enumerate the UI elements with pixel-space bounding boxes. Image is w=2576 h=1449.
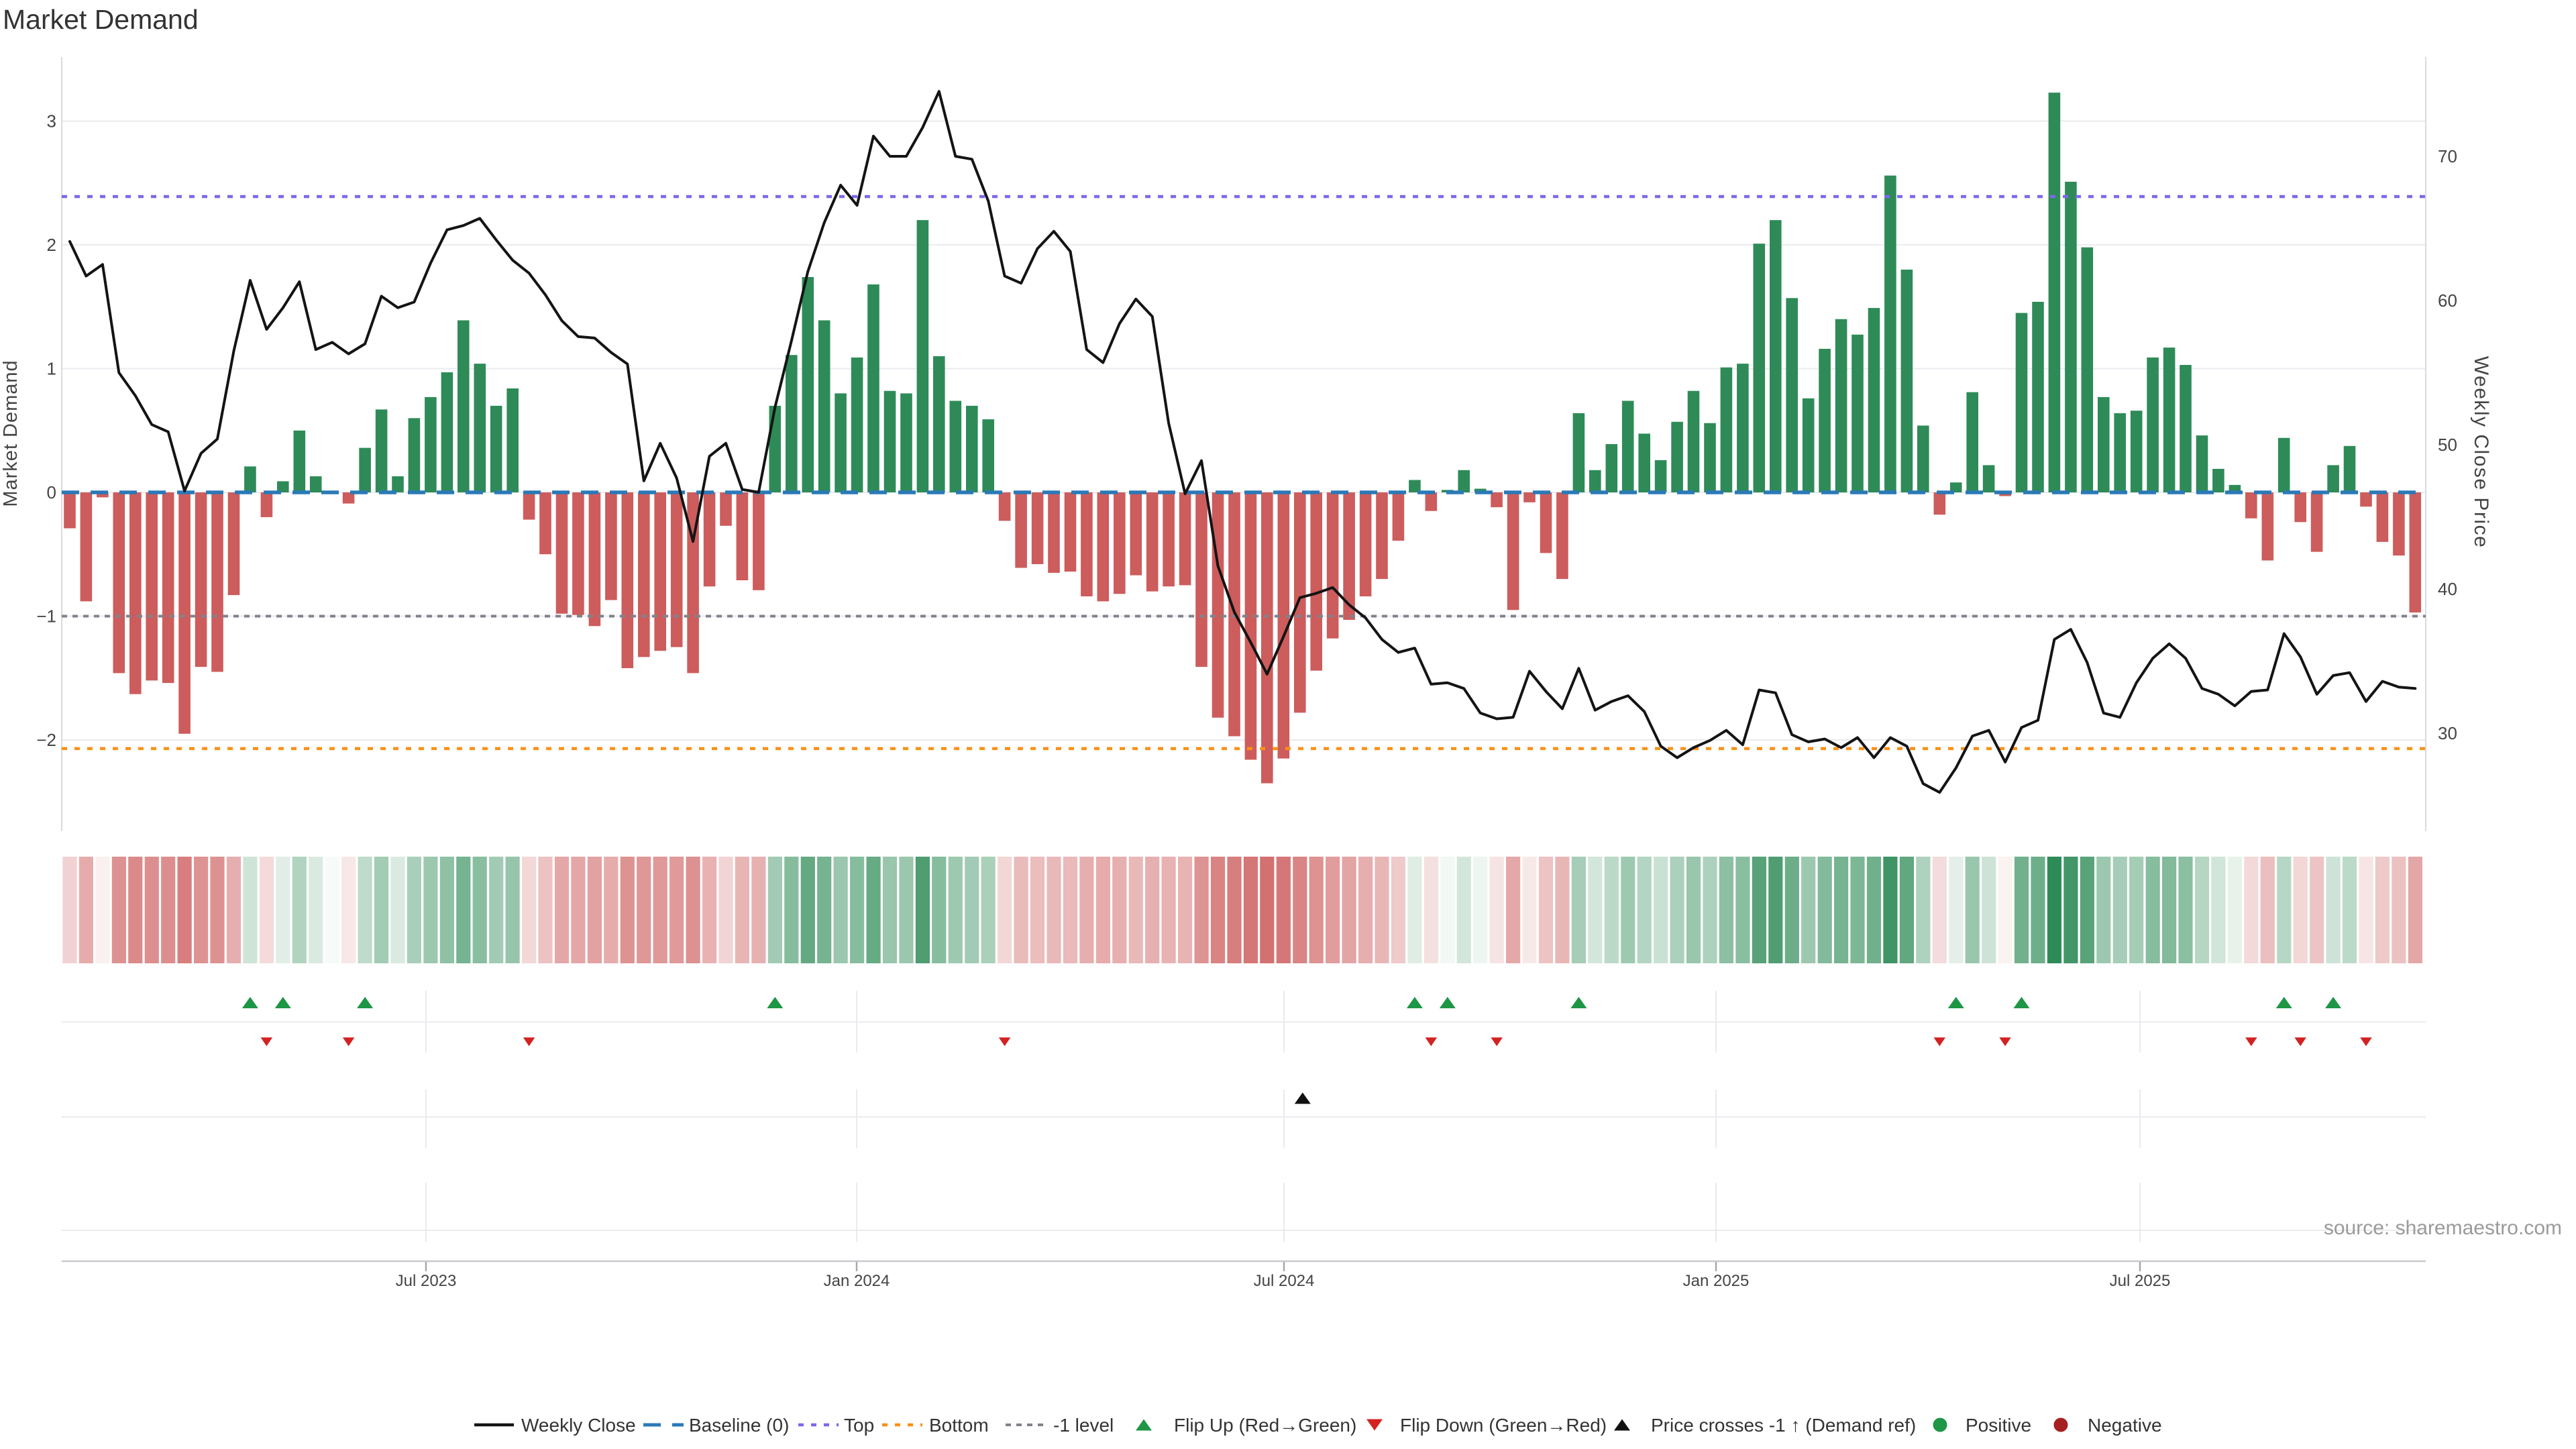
svg-text:40: 40 — [2438, 579, 2457, 599]
svg-text:2: 2 — [47, 235, 56, 255]
svg-text:Flip Down (Green→Red): Flip Down (Green→Red) — [1400, 1415, 1607, 1436]
svg-text:Baseline (0): Baseline (0) — [689, 1415, 789, 1436]
svg-text:Positive: Positive — [1966, 1415, 2031, 1436]
svg-text:Price crosses -1 ↑ (Demand ref: Price crosses -1 ↑ (Demand ref) — [1651, 1415, 1916, 1436]
svg-text:Jan 2024: Jan 2024 — [824, 1272, 890, 1290]
svg-text:Market Demand: Market Demand — [0, 360, 21, 506]
svg-text:Jul 2025: Jul 2025 — [2110, 1272, 2171, 1290]
svg-text:−1: −1 — [36, 606, 56, 627]
svg-text:−2: −2 — [36, 730, 56, 750]
svg-text:Flip Up (Red→Green): Flip Up (Red→Green) — [1174, 1415, 1356, 1436]
svg-text:Market Demand: Market Demand — [3, 4, 199, 35]
svg-text:0: 0 — [47, 482, 56, 502]
svg-text:1: 1 — [47, 359, 56, 379]
svg-text:3: 3 — [47, 111, 56, 131]
svg-text:Top: Top — [844, 1415, 874, 1436]
svg-text:70: 70 — [2438, 146, 2457, 166]
svg-text:Jul 2023: Jul 2023 — [396, 1272, 457, 1290]
svg-text:Jan 2025: Jan 2025 — [1683, 1272, 1750, 1290]
svg-text:source: sharemaestro.com: source: sharemaestro.com — [2324, 1217, 2562, 1239]
svg-text:60: 60 — [2438, 290, 2457, 311]
svg-text:50: 50 — [2438, 435, 2457, 455]
svg-text:Jul 2024: Jul 2024 — [1254, 1272, 1315, 1290]
svg-text:30: 30 — [2438, 723, 2457, 743]
svg-text:Negative: Negative — [2088, 1415, 2162, 1436]
svg-text:Weekly Close: Weekly Close — [521, 1415, 636, 1436]
svg-text:Weekly Close Price: Weekly Close Price — [2470, 356, 2492, 549]
svg-text:-1 level: -1 level — [1053, 1415, 1114, 1436]
svg-text:Bottom: Bottom — [929, 1415, 989, 1436]
